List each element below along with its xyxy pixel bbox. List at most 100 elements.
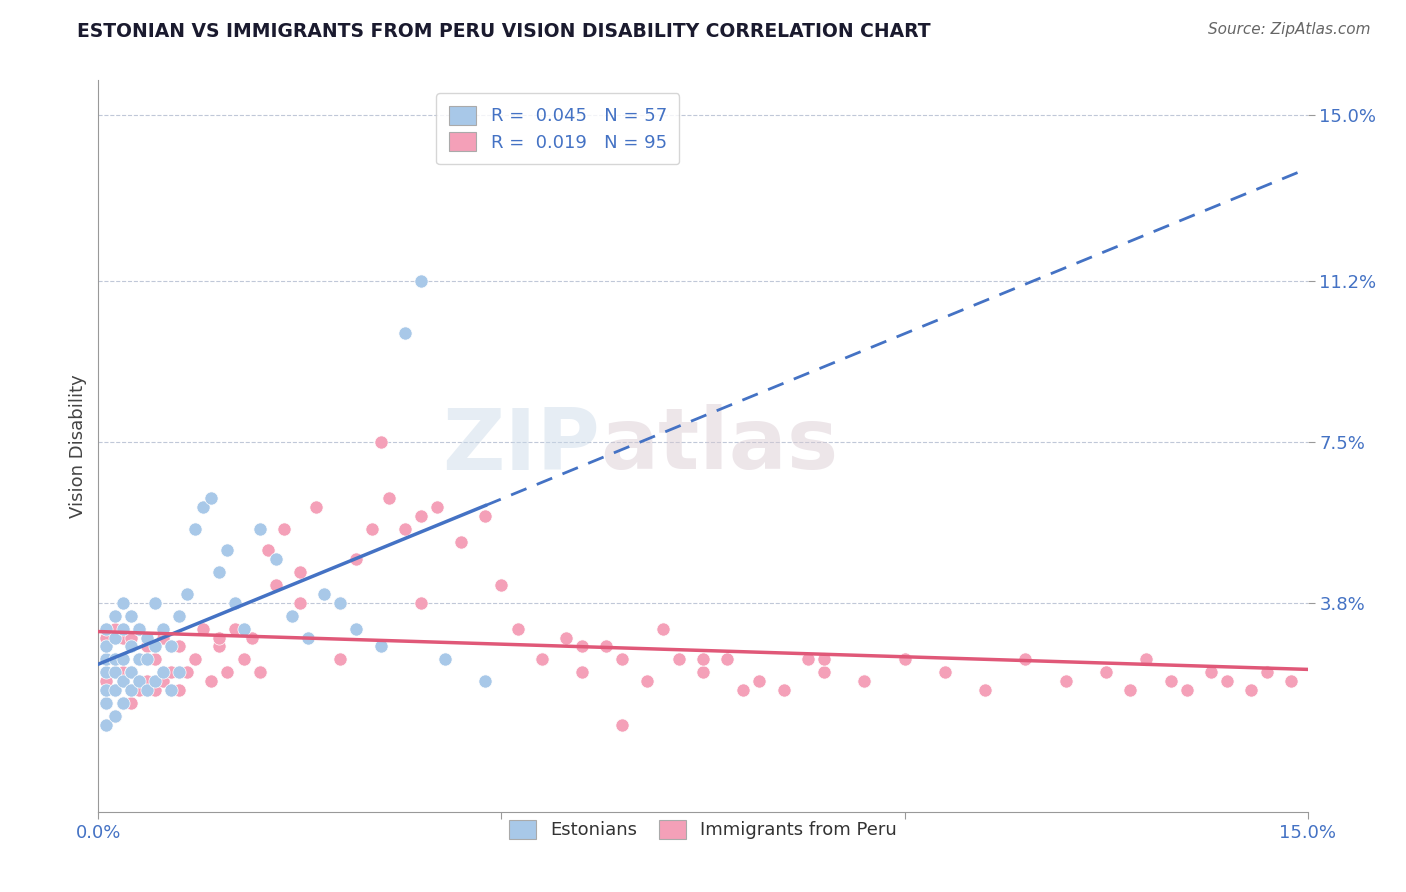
Point	[103, 652, 125, 666]
Point	[273, 522, 295, 536]
Point	[176, 587, 198, 601]
Point	[111, 674, 134, 689]
Point	[160, 682, 183, 697]
Point	[853, 674, 876, 689]
Point	[249, 665, 271, 680]
Point	[288, 596, 311, 610]
Point	[772, 682, 794, 697]
Point	[748, 674, 770, 689]
Point	[692, 652, 714, 666]
Point	[1199, 665, 1222, 680]
Point	[96, 640, 118, 654]
Y-axis label: Vision Disability: Vision Disability	[69, 374, 87, 518]
Point	[96, 674, 118, 689]
Point	[96, 652, 118, 666]
Point	[394, 326, 416, 340]
Point	[692, 665, 714, 680]
Point	[232, 652, 254, 666]
Point	[733, 682, 755, 697]
Point	[103, 652, 125, 666]
Point	[361, 522, 384, 536]
Point	[853, 674, 876, 689]
Point	[612, 717, 634, 731]
Point	[595, 640, 617, 654]
Point	[152, 631, 174, 645]
Point	[128, 674, 150, 689]
Point	[111, 652, 134, 666]
Point	[208, 566, 231, 580]
Point	[193, 500, 215, 514]
Point	[120, 665, 142, 680]
Point	[377, 491, 399, 506]
Point	[103, 709, 125, 723]
Point	[409, 508, 432, 523]
Point	[152, 674, 174, 689]
Point	[167, 665, 190, 680]
Point	[716, 652, 738, 666]
Point	[96, 717, 118, 731]
Point	[184, 522, 207, 536]
Point	[152, 622, 174, 636]
Point	[128, 652, 150, 666]
Point	[571, 640, 593, 654]
Point	[571, 665, 593, 680]
Point	[281, 608, 304, 623]
Point	[813, 665, 835, 680]
Point	[344, 552, 367, 566]
Text: atlas: atlas	[600, 404, 838, 488]
Point	[506, 622, 529, 636]
Point	[305, 500, 328, 514]
Point	[120, 696, 142, 710]
Point	[103, 608, 125, 623]
Point	[217, 543, 239, 558]
Point	[297, 631, 319, 645]
Point	[530, 652, 553, 666]
Point	[1014, 652, 1036, 666]
Point	[111, 696, 134, 710]
Point	[208, 631, 231, 645]
Point	[135, 652, 157, 666]
Point	[240, 631, 263, 645]
Point	[288, 566, 311, 580]
Point	[208, 640, 231, 654]
Point	[143, 652, 166, 666]
Point	[176, 665, 198, 680]
Point	[120, 640, 142, 654]
Point	[636, 674, 658, 689]
Point	[152, 665, 174, 680]
Point	[111, 696, 134, 710]
Point	[143, 674, 166, 689]
Point	[426, 500, 449, 514]
Point	[409, 596, 432, 610]
Point	[103, 622, 125, 636]
Point	[450, 534, 472, 549]
Point	[813, 652, 835, 666]
Point	[1119, 682, 1142, 697]
Text: ZIP: ZIP	[443, 404, 600, 488]
Point	[893, 652, 915, 666]
Point	[370, 640, 392, 654]
Point	[128, 682, 150, 697]
Point	[1256, 665, 1278, 680]
Point	[474, 674, 496, 689]
Point	[103, 631, 125, 645]
Point	[135, 631, 157, 645]
Point	[1160, 674, 1182, 689]
Point	[530, 652, 553, 666]
Point	[167, 682, 190, 697]
Point	[224, 622, 246, 636]
Point	[96, 652, 118, 666]
Point	[103, 682, 125, 697]
Point	[370, 434, 392, 449]
Point	[111, 665, 134, 680]
Point	[329, 596, 352, 610]
Point	[103, 665, 125, 680]
Point	[797, 652, 820, 666]
Point	[329, 596, 352, 610]
Point	[1054, 674, 1077, 689]
Point	[120, 665, 142, 680]
Point	[200, 674, 222, 689]
Point	[143, 596, 166, 610]
Point	[128, 622, 150, 636]
Point	[111, 622, 134, 636]
